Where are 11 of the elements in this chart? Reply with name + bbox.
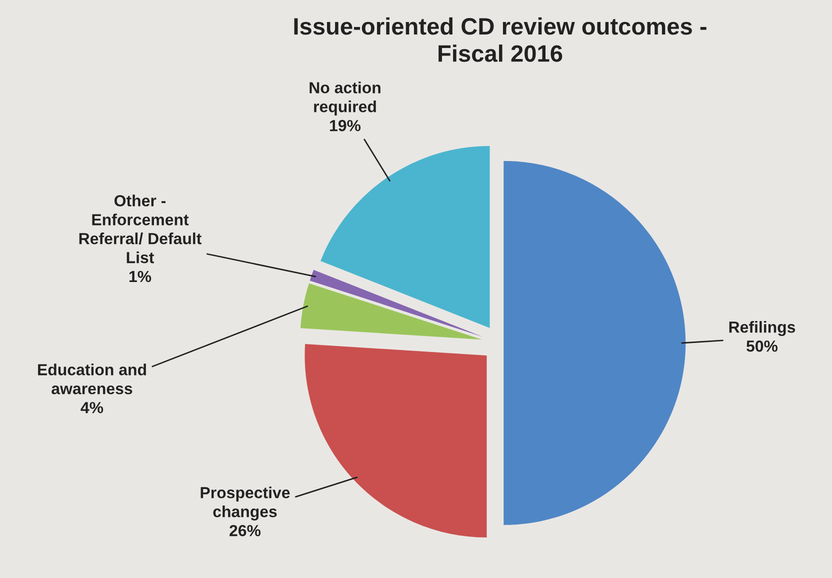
slice-label: Prospective changes (200, 486, 290, 520)
slice-label: Refilings (729, 321, 796, 336)
slice-label: No action required (310, 82, 380, 116)
data-label: 19% (330, 120, 361, 132)
slice-label: Other - Enforcement Referral/ Default List (79, 194, 202, 264)
data-label: 26% (230, 524, 261, 536)
data-label: 1% (129, 270, 152, 282)
chart-title: Issue-oriented CD review outcomes - Fiscal 2016 (294, 17, 706, 62)
data-label: 4% (80, 402, 104, 414)
slice-label: Education and awareness (38, 364, 146, 394)
data-label: 50% (746, 340, 778, 352)
